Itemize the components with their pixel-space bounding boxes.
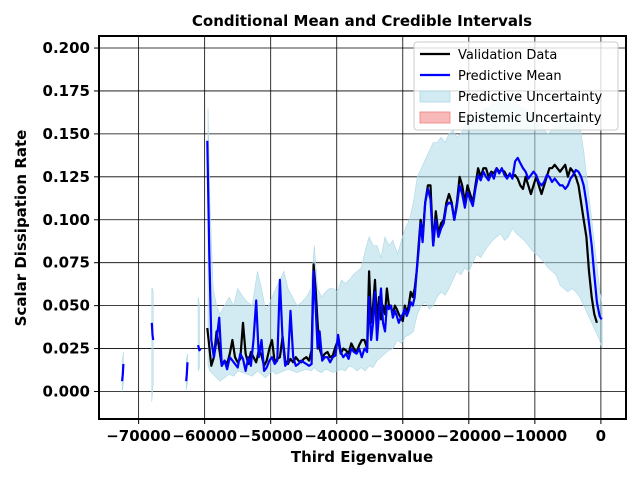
- y-tick-label: 0.150: [43, 125, 90, 143]
- chart-title: Conditional Mean and Credible Intervals: [192, 12, 532, 30]
- y-axis-label: Scalar Dissipation Rate: [12, 130, 30, 327]
- x-tick-label: −20000: [436, 427, 501, 445]
- x-tick-label: −70000: [106, 427, 171, 445]
- legend-box: [413, 41, 619, 131]
- y-tick-label: 0.075: [43, 254, 90, 272]
- x-tick-label: 0: [596, 427, 606, 445]
- y-tick-label: 0.175: [43, 82, 90, 100]
- x-axis-label: Third Eigenvalue: [291, 448, 433, 466]
- x-tick-label: −10000: [502, 427, 567, 445]
- predictive-uncertainty-band: [197, 297, 200, 372]
- predictive-mean-line: [206, 140, 603, 372]
- x-tick-label: −50000: [238, 427, 303, 445]
- predictive-mean-line: [185, 362, 189, 382]
- legend-label: Predictive Mean: [458, 69, 562, 84]
- x-axis: −70000 −60000 −50000 −40000 −30000 −20000 −100…: [106, 419, 606, 445]
- predictive-mean-line: [121, 363, 125, 382]
- x-tick-label: −40000: [304, 427, 369, 445]
- y-tick-label: 0.050: [43, 297, 90, 315]
- predictive-mean-line: [150, 322, 155, 341]
- predictive-uncertainty-band: [207, 95, 603, 382]
- line-layer: [121, 140, 603, 382]
- y-tick-label: 0.200: [43, 39, 90, 57]
- legend: Validation Data Predictive Mean Predictive…: [413, 41, 619, 131]
- plot-frame: [98, 35, 627, 420]
- predictive-mean-line: [197, 344, 202, 352]
- x-tick-label: −60000: [172, 427, 237, 445]
- y-axis: 0.000 0.025 0.050 0.075 0.100 0.125 0.150 0.175…: [43, 39, 99, 401]
- legend-label: Validation Data: [458, 48, 557, 63]
- y-tick-label: 0.100: [43, 211, 90, 229]
- y-tick-label: 0.000: [43, 383, 90, 401]
- y-tick-label: 0.025: [43, 340, 90, 358]
- legend-label: Predictive Uncertainty: [458, 90, 602, 105]
- predictive-uncertainty-band: [151, 288, 154, 402]
- legend-label: Epistemic Uncertainty: [458, 111, 602, 126]
- x-tick-label: −30000: [370, 427, 435, 445]
- legend-swatch: [419, 111, 451, 124]
- y-tick-label: 0.125: [43, 168, 90, 186]
- legend-swatch: [419, 90, 451, 103]
